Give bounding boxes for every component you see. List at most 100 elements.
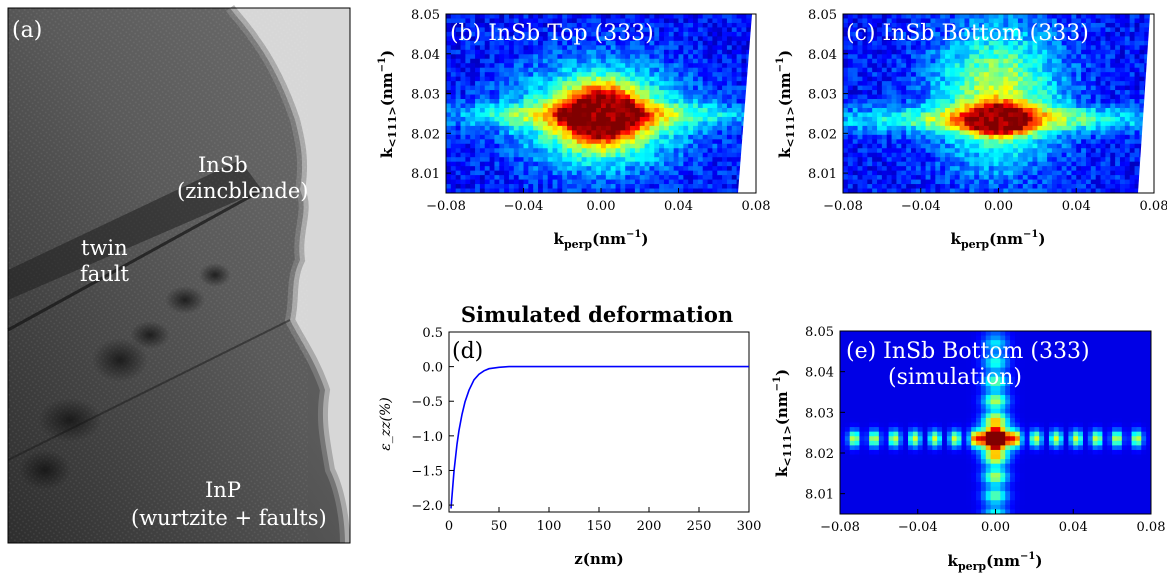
heatmap-cell [1037,175,1043,181]
heatmap-cell [576,45,583,51]
heatmap-cell [649,148,655,154]
heatmap-cell [979,31,985,37]
heatmap-cell [475,54,481,60]
heatmap-cell [726,76,733,82]
heatmap-cell [731,76,738,82]
heatmap-cell [668,148,675,154]
heatmap-cell [945,130,951,136]
heatmap-cell [586,121,592,127]
heatmap-cell [581,76,588,82]
heatmap-cell [446,18,452,24]
heatmap-cell [983,85,990,91]
heatmap-cell [446,161,452,167]
heatmap-cell [499,121,505,127]
heatmap-cell [741,31,747,37]
heatmap-cell [891,40,898,46]
heatmap-cell [1066,161,1072,167]
heatmap-cell [479,58,486,64]
heatmap-cell [741,49,747,55]
heatmap-cell [697,99,704,105]
heatmap-cell [615,81,621,87]
heatmap-cell [1085,94,1092,100]
heatmap-cell [581,85,588,91]
heatmap-cell [479,72,486,78]
heatmap-cell [847,148,854,154]
heatmap-cell [901,125,907,131]
heatmap-cell [484,152,491,158]
heatmap-cell [450,85,457,91]
heatmap-cell [857,103,864,109]
heatmap-cell [683,49,689,55]
heatmap-cell [1027,67,1034,73]
heatmap-cell [964,58,970,64]
heatmap-cell [1110,148,1116,154]
heatmap-cell [1027,27,1034,33]
heatmap-cell [649,107,655,114]
heatmap-cell [562,99,568,105]
heatmap-cell [988,134,995,140]
heatmap-cell [625,184,631,190]
heatmap-cell [979,188,985,193]
heatmap-cell [1110,58,1116,64]
heatmap-cell [702,99,709,105]
heatmap-cell [1051,99,1058,105]
heatmap-cell [528,85,534,91]
heatmap-cell [683,81,689,87]
heatmap-cell [993,121,1000,127]
heatmap-cell [1056,179,1063,185]
heatmap-cell [1003,166,1009,172]
heatmap-cell [1022,121,1029,127]
heatmap-cell [542,40,549,46]
heatmap-cell [872,179,878,185]
heatmap-cell [1051,134,1058,140]
heatmap-cell [993,58,1000,64]
heatmap-cell [1076,143,1082,149]
heatmap-cell [1071,103,1077,109]
heatmap-cell [722,14,728,20]
heatmap-cell [450,179,457,185]
heatmap-cell [935,148,941,154]
heatmap-cell [455,76,462,82]
heatmap-cell [736,45,743,51]
heatmap-cell [1081,58,1087,64]
heatmap-cell [538,170,544,176]
heatmap-cell [731,27,738,33]
heatmap-cell [523,130,529,136]
heatmap-cell [1115,45,1121,51]
heatmap-cell [654,188,660,193]
heatmap-cell [722,143,728,149]
heatmap-cell [881,175,888,181]
heatmap-cell [862,27,868,33]
heatmap-cell [867,184,873,190]
heatmap-cell [881,99,888,105]
heatmap-cell [717,143,723,149]
heatmap-cell [518,130,525,136]
heatmap-cell [1124,99,1131,105]
heatmap-cell [1119,143,1126,149]
heatmap-cell [513,36,520,42]
heatmap-cell [538,76,544,82]
heatmap-cell [935,67,941,73]
heatmap-cell [1032,184,1038,190]
heatmap-cell [693,36,699,42]
heatmap-cell [634,58,641,64]
heatmap-cell [843,31,849,37]
heatmap-cell [1003,103,1009,109]
heatmap-cell [596,166,602,172]
heatmap-cell [1100,72,1107,78]
heatmap-cell [857,116,864,122]
heatmap-cell [1013,157,1019,163]
heatmap-cell [964,63,970,69]
heatmap-cell [668,134,675,140]
heatmap-cell [862,72,868,78]
heatmap-cell [470,27,476,33]
heatmap-cell [731,58,738,64]
heatmap-cell [659,125,665,131]
heatmap-cell [983,22,990,29]
heatmap-cell [969,107,975,114]
heatmap-cell [523,85,529,91]
heatmap-cell [1017,76,1024,82]
heatmap-cell [533,72,539,78]
heatmap-cell [1037,40,1043,46]
heatmap-cell [567,54,573,60]
